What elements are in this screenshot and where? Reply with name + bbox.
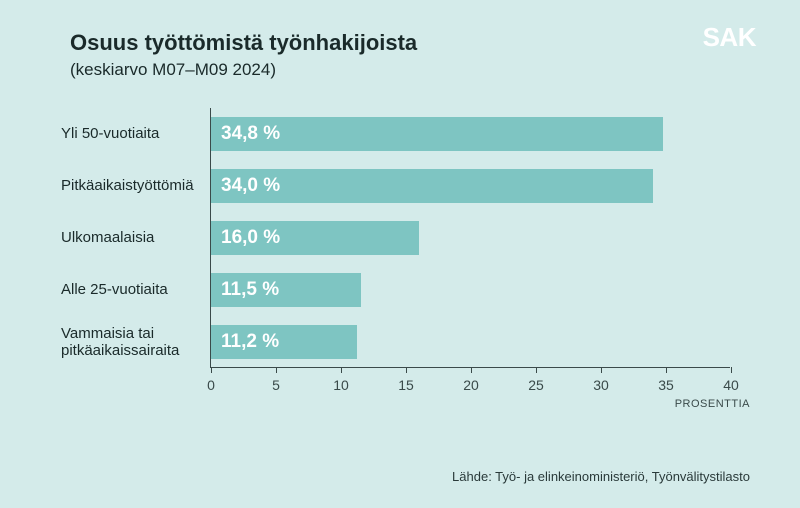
x-tick [731,367,732,373]
x-tick-label: 5 [272,377,280,393]
bar: 34,8 % [211,117,663,151]
bar: 11,5 % [211,273,361,307]
category-label: Yli 50-vuotiaita [61,125,201,142]
x-tick [471,367,472,373]
bar: 34,0 % [211,169,653,203]
x-tick-label: 10 [333,377,349,393]
bar: 16,0 % [211,221,419,255]
bar-row: Vammaisia tai pitkäaikaissairaita11,2 % [211,316,730,368]
x-tick [211,367,212,373]
category-label: Alle 25-vuotiaita [61,281,201,298]
x-tick [536,367,537,373]
x-tick-label: 15 [398,377,414,393]
x-axis-unit: PROSENTTIA [675,398,750,410]
source-text: Lähde: Työ- ja elinkeinoministeriö, Työn… [452,469,750,484]
bar-row: Alle 25-vuotiaita11,5 % [211,264,730,316]
x-tick [406,367,407,373]
x-tick [276,367,277,373]
bar-value-label: 16,0 % [221,227,280,249]
logo: SAK [703,22,756,53]
bar: 11,2 % [211,325,357,359]
bar-row: Pitkäaikaistyöttömiä34,0 % [211,160,730,212]
bar-value-label: 34,0 % [221,175,280,197]
chart-canvas: SAK Osuus työttömistä työnhakijoista (ke… [0,0,800,508]
x-tick [341,367,342,373]
x-tick-label: 0 [207,377,215,393]
x-tick-label: 30 [593,377,609,393]
chart-subtitle: (keskiarvo M07–M09 2024) [70,60,750,80]
bar-value-label: 11,5 % [221,279,279,301]
category-label: Pitkäaikaistyöttömiä [61,177,201,194]
bar-row: Ulkomaalaisia16,0 % [211,212,730,264]
bar-row: Yli 50-vuotiaita34,8 % [211,108,730,160]
x-tick [666,367,667,373]
x-tick [601,367,602,373]
plot-area: Yli 50-vuotiaita34,8 %Pitkäaikaistyöttöm… [210,108,730,368]
chart-area: Yli 50-vuotiaita34,8 %Pitkäaikaistyöttöm… [70,108,750,368]
bar-value-label: 34,8 % [221,123,280,145]
x-tick-label: 25 [528,377,544,393]
x-tick-label: 35 [658,377,674,393]
category-label: Vammaisia tai pitkäaikaissairaita [61,325,201,360]
bar-value-label: 11,2 % [221,331,279,353]
chart-title: Osuus työttömistä työnhakijoista [70,30,750,56]
category-label: Ulkomaalaisia [61,229,201,246]
x-tick-label: 20 [463,377,479,393]
x-tick-label: 40 [723,377,739,393]
